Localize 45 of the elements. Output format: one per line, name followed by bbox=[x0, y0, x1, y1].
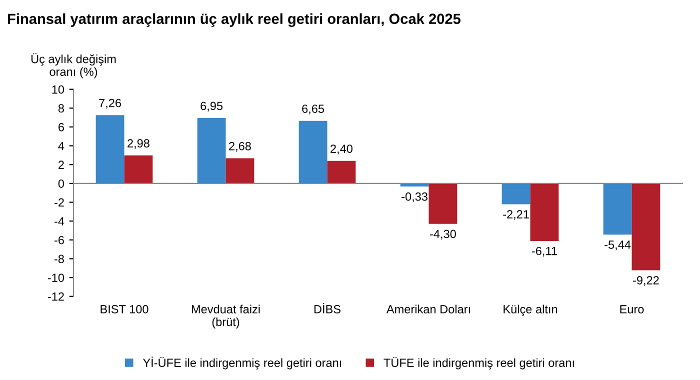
data-label: -2,21 bbox=[503, 210, 529, 220]
bar bbox=[197, 118, 226, 184]
data-label: -6,11 bbox=[532, 246, 557, 257]
bar bbox=[298, 120, 328, 184]
y-axis-title: Üç aylık değişim oranı (%) bbox=[31, 53, 116, 78]
x-tick-label: Külçe altın bbox=[504, 304, 558, 316]
bar bbox=[632, 183, 660, 270]
bar bbox=[124, 155, 153, 184]
bar bbox=[502, 183, 530, 204]
legend-label: Yİ-ÜFE ile indirgenmiş reel getiri oranı bbox=[142, 356, 342, 370]
data-label: 6,65 bbox=[302, 104, 324, 114]
y-tick-label: 6 bbox=[58, 122, 64, 132]
y-tick-label: -12 bbox=[48, 292, 64, 301]
y-tick-label: 0 bbox=[58, 179, 64, 188]
y-tick-label: -6 bbox=[54, 236, 64, 244]
bar bbox=[327, 160, 356, 184]
y-tick-label: -4 bbox=[54, 217, 64, 226]
data-label: 7,26 bbox=[99, 98, 122, 109]
data-label: -5,44 bbox=[604, 240, 631, 250]
y-tick-label: 10 bbox=[52, 85, 64, 94]
legend-label: TÜFE ile indirgenmiş reel getiri oranı bbox=[384, 356, 574, 370]
data-label: -4,30 bbox=[430, 230, 456, 240]
y-tick-label: -2 bbox=[54, 198, 64, 207]
y-tick-label: 8 bbox=[58, 104, 64, 113]
y-tick-label: -10 bbox=[48, 274, 64, 282]
bar bbox=[96, 115, 124, 184]
data-label: -9,22 bbox=[633, 276, 659, 286]
data-label: 6,95 bbox=[200, 102, 223, 112]
bar bbox=[603, 183, 632, 235]
bar bbox=[428, 183, 458, 224]
data-label: 2,68 bbox=[229, 142, 251, 152]
bar bbox=[530, 183, 559, 241]
x-tick-label: Euro bbox=[620, 305, 644, 314]
bar bbox=[226, 158, 254, 184]
data-label: 2,40 bbox=[330, 144, 352, 154]
data-label: -0,33 bbox=[402, 192, 428, 202]
y-tick-label: 2 bbox=[58, 160, 64, 169]
x-tick-label: DİBS bbox=[314, 303, 340, 314]
x-tick-label: Mevduat faizi (brüt) bbox=[192, 304, 260, 328]
x-tick-label: Amerikan Doları bbox=[386, 304, 470, 314]
chart-title: Finansal yatırım araçlarının üç aylık reel getiri oranları, Ocak 2025 bbox=[8, 13, 461, 27]
x-tick-label: BIST 100 bbox=[100, 305, 148, 314]
y-tick-label: 4 bbox=[58, 142, 64, 150]
data-label: 2,98 bbox=[128, 139, 150, 149]
y-tick-label: -8 bbox=[54, 254, 64, 264]
